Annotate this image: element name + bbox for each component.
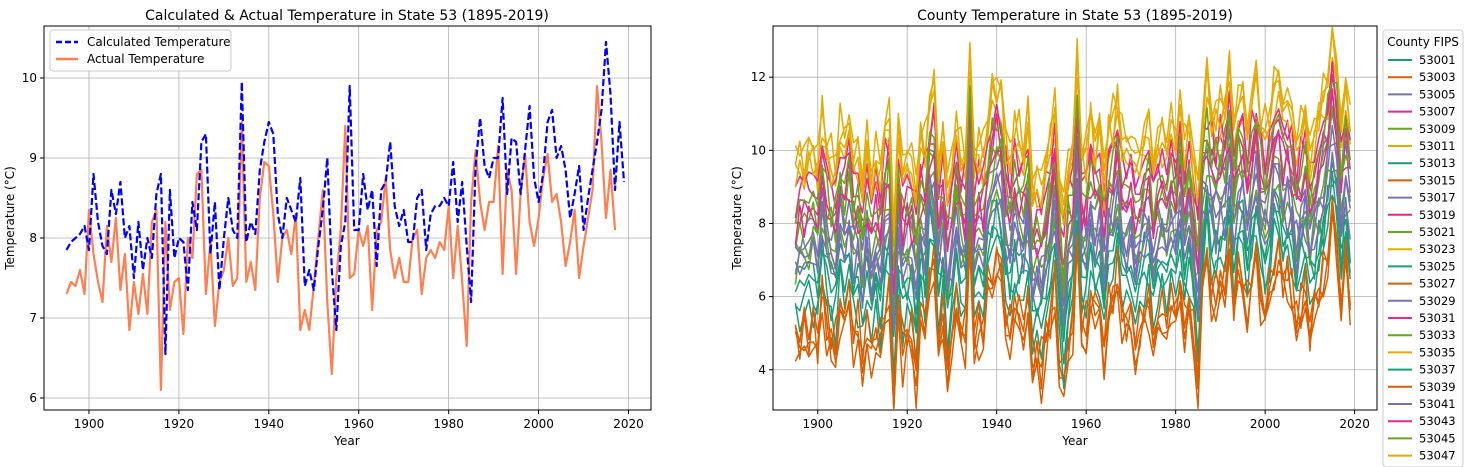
right-ytick-label-4: 4: [758, 363, 766, 377]
left-legend: Calculated Temperature Actual Temperatur…: [49, 29, 232, 72]
right-xtick-label-2000: 2000: [1250, 417, 1281, 431]
county-line-53041: [794, 151, 1351, 333]
legend-label-53013: 53013: [1419, 156, 1456, 170]
right-xtick-label-2020: 2020: [1339, 417, 1370, 431]
right-legend: County FIPS 5300153003530055300753009530…: [1382, 29, 1464, 467]
legend-label-53039: 53039: [1419, 380, 1456, 394]
legend-label-actual: Actual Temperature: [87, 52, 204, 66]
left-ytick-label-7: 7: [29, 311, 37, 325]
legend-label-53043: 53043: [1419, 414, 1456, 428]
legend-label-53003: 53003: [1419, 70, 1456, 84]
county-line-53043: [794, 89, 1351, 296]
legend-label-53007: 53007: [1419, 105, 1456, 119]
left-chart: Calculated & Actual Temperature in State…: [3, 8, 652, 448]
right-plot-frame: [772, 25, 1378, 411]
left-ytick-label-9: 9: [29, 151, 37, 165]
legend-label-53025: 53025: [1419, 259, 1456, 273]
left-ticks: 1900 1920 1940 1960 1980 2000 2020 6 7 8 9 10: [22, 71, 644, 431]
legend-label-53033: 53033: [1419, 328, 1456, 342]
county-line-53045: [794, 81, 1351, 287]
legend-label-53023: 53023: [1419, 242, 1456, 256]
left-xtick-label-2000: 2000: [523, 417, 554, 431]
legend-label-53045: 53045: [1419, 431, 1456, 445]
legend-label-53041: 53041: [1419, 397, 1456, 411]
right-legend-title: County FIPS: [1387, 35, 1459, 49]
right-xlabel: Year: [1061, 434, 1087, 448]
left-ytick-label-8: 8: [29, 231, 37, 245]
left-legend-box: [49, 29, 232, 72]
legend-label-53017: 53017: [1419, 191, 1456, 205]
legend-label-53029: 53029: [1419, 294, 1456, 308]
left-xtick-label-1940: 1940: [254, 417, 285, 431]
left-chart-title: Calculated & Actual Temperature in State…: [145, 8, 549, 24]
right-ytick-label-12: 12: [751, 70, 766, 84]
right-ytick-label-6: 6: [758, 290, 766, 304]
right-legend-box: [1382, 29, 1464, 467]
left-xtick-label-1980: 1980: [433, 417, 464, 431]
left-ytick-label-10: 10: [22, 71, 37, 85]
right-xtick-label-1960: 1960: [1071, 417, 1102, 431]
legend-label-53019: 53019: [1419, 208, 1456, 222]
right-ytick-label-8: 8: [758, 216, 766, 230]
legend-label-calculated: Calculated Temperature: [87, 35, 231, 49]
right-xtick-label-1920: 1920: [892, 417, 923, 431]
legend-label-53031: 53031: [1419, 311, 1456, 325]
legend-label-53037: 53037: [1419, 363, 1456, 377]
right-lines: [794, 27, 1351, 409]
legend-label-53027: 53027: [1419, 277, 1456, 291]
legend-label-53005: 53005: [1419, 87, 1456, 101]
right-chart: County Temperature in State 53 (1895-201…: [730, 8, 1464, 467]
right-ytick-label-10: 10: [751, 143, 766, 157]
left-ylabel: Temperature (°C): [3, 166, 17, 271]
left-plot-frame: [43, 25, 652, 411]
right-xtick-label-1900: 1900: [802, 417, 833, 431]
left-xtick-label-1900: 1900: [74, 417, 105, 431]
right-ticks: 1900 1920 1940 1960 1980 2000 2020 4 6 8 10 12: [751, 70, 1370, 431]
right-ylabel: Temperature (°C): [730, 166, 744, 271]
left-xlabel: Year: [333, 434, 359, 448]
legend-label-53035: 53035: [1419, 345, 1456, 359]
county-line-53037: [794, 177, 1351, 343]
left-ytick-label-6: 6: [29, 391, 37, 405]
legend-label-53021: 53021: [1419, 225, 1456, 239]
right-xtick-label-1940: 1940: [981, 417, 1012, 431]
legend-label-53015: 53015: [1419, 173, 1456, 187]
county-line-53015: [794, 200, 1351, 409]
legend-label-53047: 53047: [1419, 449, 1456, 463]
county-line-53047: [794, 27, 1351, 226]
legend-label-53009: 53009: [1419, 122, 1456, 136]
legend-label-53001: 53001: [1419, 53, 1456, 67]
left-xtick-label-1920: 1920: [164, 417, 195, 431]
left-lines: [65, 40, 626, 392]
legend-label-53011: 53011: [1419, 139, 1456, 153]
right-legend-items: 53001 53003 53005 53007 53009 53011 53013 53015…: [1388, 53, 1456, 463]
left-series-calculated-line: [65, 40, 626, 356]
right-chart-title: County Temperature in State 53 (1895-201…: [917, 8, 1233, 24]
county-line-53039: [794, 197, 1351, 409]
left-xtick-label-2020: 2020: [613, 417, 644, 431]
right-xtick-label-1980: 1980: [1160, 417, 1191, 431]
left-xtick-label-1960: 1960: [343, 417, 374, 431]
